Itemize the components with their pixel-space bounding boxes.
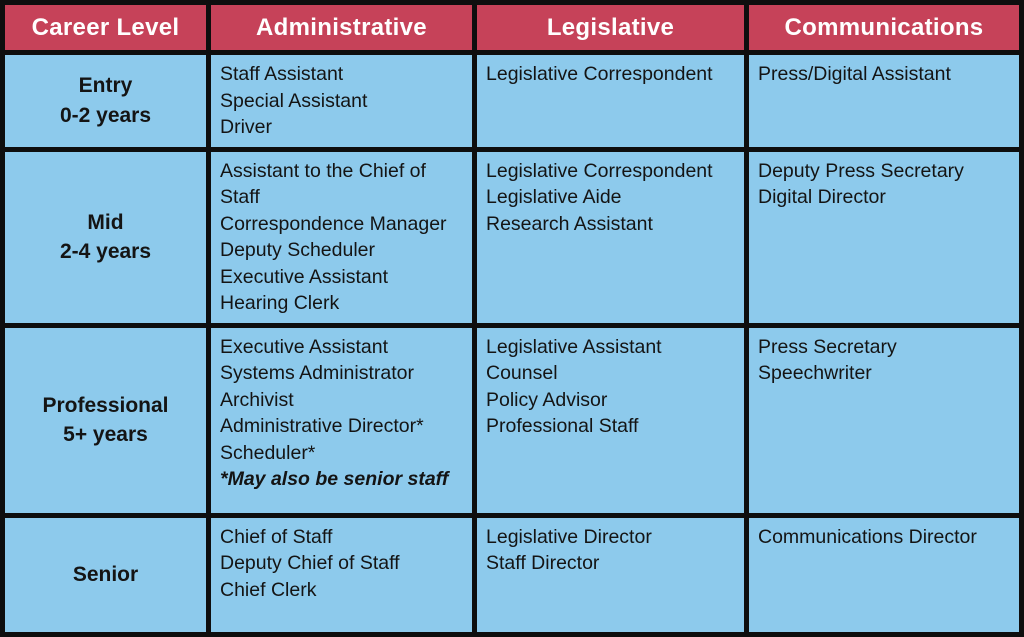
legislative-cell: Legislative Correspondent Legislative Ai… <box>472 146 749 328</box>
level-years: 0-2 years <box>59 103 152 127</box>
job-title: Deputy Chief of Staff <box>220 552 400 575</box>
job-title: Press Secretary <box>758 335 897 358</box>
job-title: Deputy Scheduler <box>220 239 376 262</box>
table-row-senior: Senior Chief of Staff Deputy Chief of St… <box>0 512 1024 637</box>
job-title: Communications Director <box>758 525 977 548</box>
table-row-mid: Mid 2-4 years Assistant to the Chief of … <box>0 146 1024 328</box>
career-level-cell: Mid 2-4 years <box>0 146 211 328</box>
job-title: Policy Advisor <box>486 388 608 411</box>
job-title: Systems Administrator <box>220 362 414 385</box>
communications-cell: Communications Director <box>744 512 1024 637</box>
table-row-entry: Entry 0-2 years Staff Assistant Special … <box>0 50 1024 152</box>
career-level-cell: Professional 5+ years <box>0 322 211 518</box>
job-title: Hearing Clerk <box>220 292 340 315</box>
level-name: Professional <box>42 393 169 417</box>
level-name: Mid <box>87 210 124 234</box>
job-title: Press/Digital Assistant <box>758 63 951 85</box>
job-title: Legislative Correspondent <box>486 63 713 85</box>
communications-cell: Press/Digital Assistant <box>744 50 1024 152</box>
job-title: Legislative Correspondent <box>486 159 713 182</box>
job-title: Digital Director <box>758 186 886 209</box>
job-title: Staff Assistant <box>220 63 344 85</box>
career-level-cell: Entry 0-2 years <box>0 50 211 152</box>
header-legislative: Legislative <box>472 0 749 55</box>
job-title: Archivist <box>220 388 294 411</box>
administrative-cell: Executive Assistant Systems Administrato… <box>206 322 477 518</box>
job-title: Scheduler* <box>220 441 316 464</box>
level-name: Entry <box>78 74 133 98</box>
job-title: Legislative Director <box>486 525 652 548</box>
header-communications: Communications <box>744 0 1024 55</box>
job-title: Chief of Staff <box>220 525 333 548</box>
job-title: Executive Assistant <box>220 335 388 358</box>
job-title: Executive Assistant <box>220 265 388 288</box>
job-title: Correspondence Manager <box>220 212 447 235</box>
header-administrative: Administrative <box>206 0 477 55</box>
job-title: Staff Director <box>486 552 600 575</box>
header-career-level: Career Level <box>0 0 211 55</box>
administrative-cell: Assistant to the Chief of Staff Correspo… <box>206 146 477 328</box>
administrative-cell: Chief of Staff Deputy Chief of Staff Chi… <box>206 512 477 637</box>
legislative-cell: Legislative Correspondent <box>472 50 749 152</box>
table-row-professional: Professional 5+ years Executive Assistan… <box>0 322 1024 518</box>
job-title: Assistant to the Chief of Staff <box>220 159 426 209</box>
job-title: Professional Staff <box>486 415 639 438</box>
communications-cell: Press Secretary Speechwriter <box>744 322 1024 518</box>
job-title: Deputy Press Secretary <box>758 159 964 182</box>
administrative-cell: Staff Assistant Special Assistant Driver <box>206 50 477 152</box>
job-title: Special Assistant <box>220 89 368 112</box>
header-row: Career Level Administrative Legislative … <box>0 0 1024 55</box>
legislative-cell: Legislative Director Staff Director <box>472 512 749 637</box>
job-title: Legislative Aide <box>486 186 622 209</box>
level-years: 2-4 years <box>59 240 152 264</box>
communications-cell: Deputy Press Secretary Digital Director <box>744 146 1024 328</box>
level-name: Senior <box>72 562 139 586</box>
job-title: Administrative Director* <box>220 415 424 438</box>
career-level-cell: Senior <box>0 512 211 637</box>
legislative-cell: Legislative Assistant Counsel Policy Adv… <box>472 322 749 518</box>
job-title: Counsel <box>486 362 558 385</box>
senior-staff-footnote: *May also be senior staff <box>220 468 449 491</box>
job-title: Driver <box>220 116 272 139</box>
job-title: Research Assistant <box>486 212 653 235</box>
job-title: Chief Clerk <box>220 578 317 601</box>
job-title: Speechwriter <box>758 362 872 385</box>
level-years: 5+ years <box>63 423 148 447</box>
job-title: Legislative Assistant <box>486 335 662 358</box>
